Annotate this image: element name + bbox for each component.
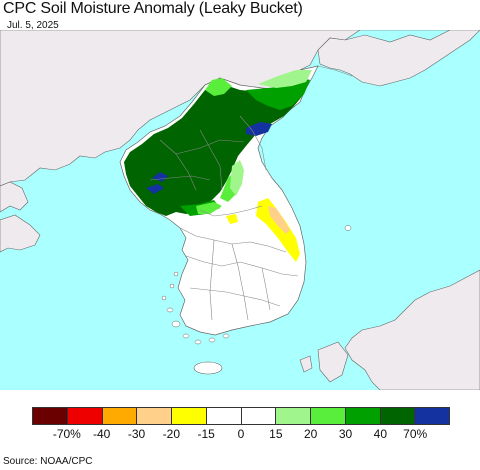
legend-swatch <box>33 408 68 424</box>
legend-labels: -70% -40 -30 -20 -15 0 15 20 30 40 70% <box>0 427 480 441</box>
legend-swatch <box>241 408 277 424</box>
legend-swatch <box>67 408 103 424</box>
legend-label: -40 <box>92 427 111 441</box>
shandong-peninsula <box>0 214 41 253</box>
nk-lightgreen-coast <box>230 160 244 196</box>
sk-tan <box>268 206 290 234</box>
legend-label: -20 <box>162 427 180 441</box>
legend-label: 15 <box>269 427 283 441</box>
blue-spot-w2 <box>146 184 164 194</box>
legend-swatch <box>172 408 207 424</box>
nk-lightgreen-ne <box>258 70 312 88</box>
nk-lightgreen-north <box>205 78 232 96</box>
legend-swatch <box>102 408 138 424</box>
province-boundaries <box>149 115 299 321</box>
blue-spot-ne <box>246 122 272 136</box>
legend-label: 40 <box>373 427 388 441</box>
jeju-island <box>193 361 223 375</box>
japan-kyushu <box>317 341 349 383</box>
legend-label: 20 <box>303 427 318 441</box>
map-date: Jul. 5, 2025 <box>7 20 59 31</box>
legend-swatch <box>206 408 242 424</box>
sk-yellow-small <box>226 214 238 224</box>
sk-yellow <box>256 198 300 262</box>
legend-label: -30 <box>127 427 146 441</box>
legend-label: 0 <box>237 427 245 441</box>
legend-swatch <box>380 408 416 424</box>
legend-swatch <box>276 408 311 424</box>
soil-moisture-map <box>0 30 480 390</box>
legend-label: -15 <box>197 427 215 441</box>
ulleung-island <box>344 225 352 231</box>
legend-label: 70% <box>403 427 428 441</box>
japan-land <box>344 269 480 390</box>
nk-dark-green <box>124 78 310 216</box>
china-coast-west <box>0 181 29 213</box>
legend-swatch <box>311 408 346 424</box>
legend-swatch <box>345 408 381 424</box>
south-coast-islands <box>161 271 230 345</box>
source-credit: Source: NOAA/CPC <box>3 456 93 467</box>
russia-land <box>317 30 480 87</box>
legend-bar <box>32 407 450 425</box>
legend-swatch <box>137 408 172 424</box>
legend-label: 30 <box>338 427 353 441</box>
nk-green-east <box>246 78 310 110</box>
legend-swatch <box>415 408 449 424</box>
legend-label: -70% <box>52 427 81 441</box>
japan-island <box>299 355 313 373</box>
map-title: CPC Soil Moisture Anomaly (Leaky Bucket) <box>3 0 303 17</box>
